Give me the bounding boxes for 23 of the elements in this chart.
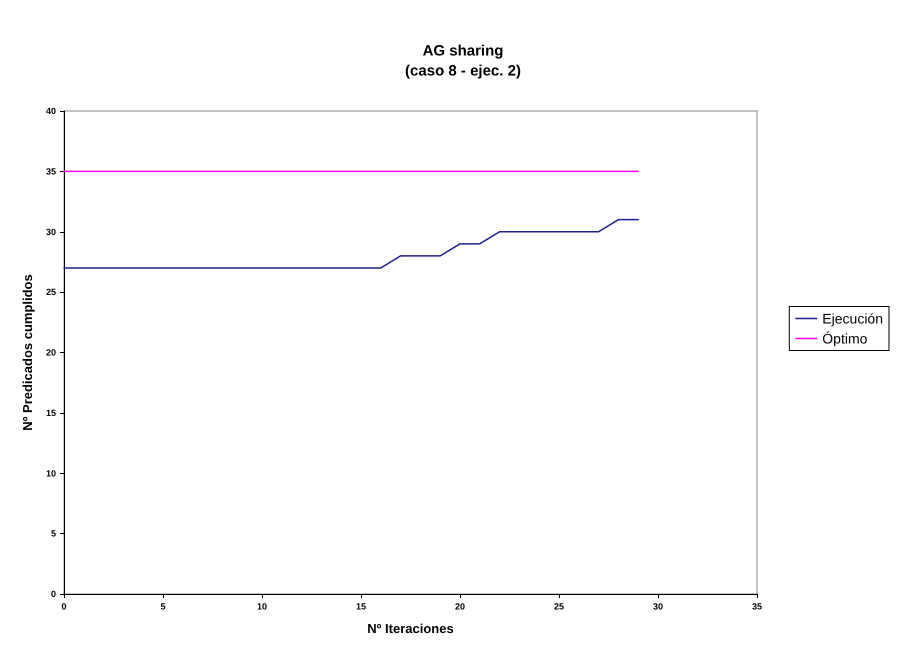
legend-label: Óptimo	[822, 330, 868, 346]
x-tick-label: 35	[752, 602, 762, 612]
chart-title: AG sharing (caso 8 - ejec. 2)	[405, 42, 521, 80]
x-tick-label: 0	[61, 602, 67, 612]
y-tick-label: 35	[46, 166, 56, 176]
y-tick-label: 10	[46, 468, 56, 478]
y-tick-label: 20	[46, 348, 56, 358]
y-tick-label: 40	[46, 106, 56, 116]
line-series	[63, 218, 639, 269]
x-axis-title: Nº Iteraciones	[367, 621, 454, 636]
x-tick-label: 15	[356, 602, 366, 612]
x-tick-label: 10	[256, 602, 268, 612]
y-axis-title: Nº Predicados cumplidos	[20, 274, 35, 431]
y-tick-label: 30	[46, 226, 56, 237]
x-tick-label: 30	[652, 602, 664, 612]
y-tick-label: 0	[50, 589, 56, 599]
legend-label: Ejecución	[822, 310, 883, 326]
y-tick-label: 15	[46, 408, 56, 418]
x-tick-label: 5	[160, 602, 166, 612]
x-tick-label: 25	[554, 602, 564, 612]
y-tick-label: 5	[50, 528, 56, 539]
x-tick-label: 20	[454, 602, 466, 612]
y-tick-label: 25	[46, 287, 56, 298]
